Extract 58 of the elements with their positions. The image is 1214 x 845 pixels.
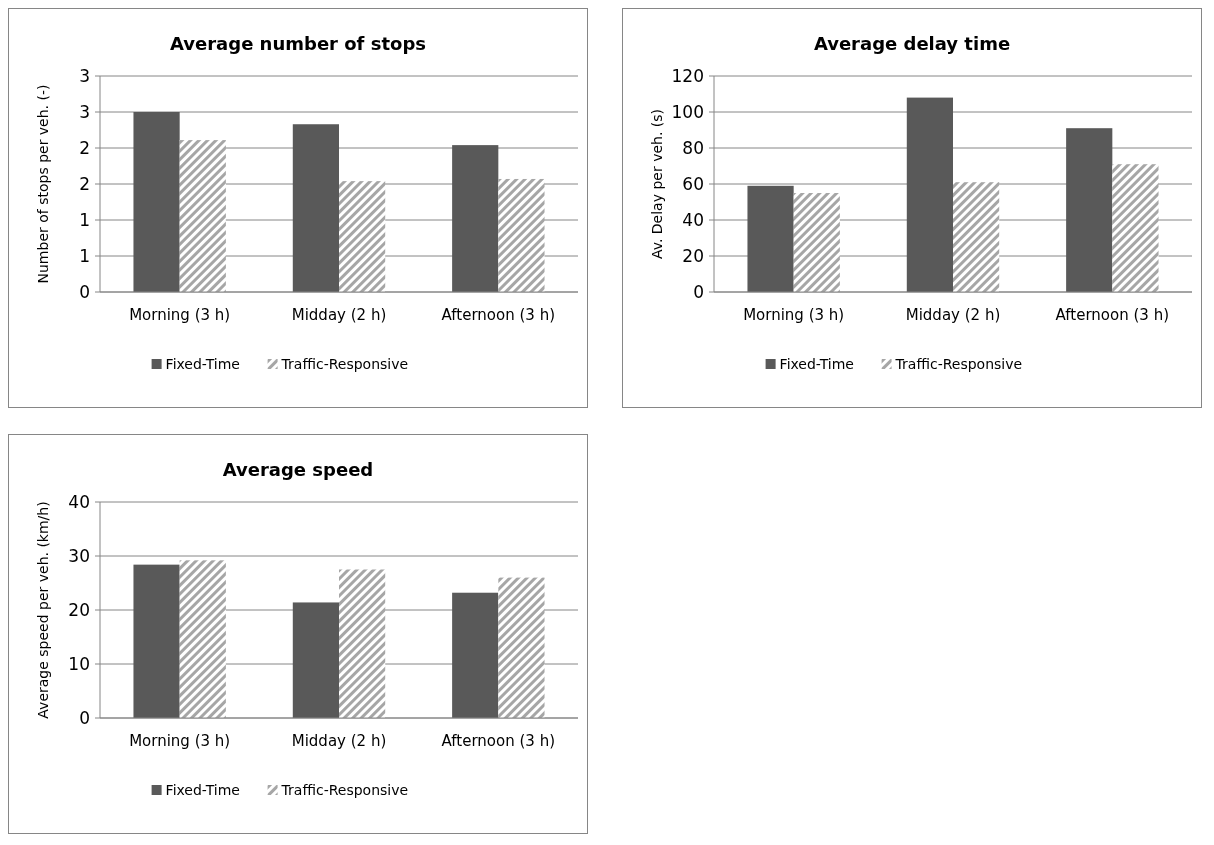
- y-tick-label: 1: [79, 209, 90, 230]
- y-axis-title: Average speed per veh. (km/h): [35, 501, 51, 719]
- y-axis-title: Av. Delay per veh. (s): [649, 108, 665, 260]
- legend-label: Traffic-Responsive: [280, 355, 409, 372]
- x-tick-label: Morning (3 h): [743, 306, 845, 324]
- bar: [179, 140, 226, 292]
- bar: [179, 560, 226, 718]
- y-tick-label: 1: [79, 245, 90, 266]
- y-tick-label: 40: [682, 209, 704, 230]
- chart-title: Average speed: [222, 459, 374, 480]
- legend-label: Fixed-Time: [165, 355, 240, 372]
- bar: [292, 124, 339, 292]
- bar: [1066, 128, 1113, 292]
- x-tick-label: Midday (2 h): [291, 732, 387, 750]
- y-tick-label: 40: [68, 491, 90, 512]
- y-tick-label: 0: [79, 707, 90, 728]
- bar: [339, 181, 386, 292]
- x-tick-label: Afternoon (3 h): [441, 732, 556, 750]
- legend-label: Fixed-Time: [165, 781, 240, 798]
- y-tick-label: 10: [68, 653, 90, 674]
- y-tick-label: 120: [671, 65, 704, 86]
- y-tick-label: 3: [79, 101, 90, 122]
- bar: [292, 602, 339, 718]
- bar: [452, 592, 499, 718]
- bar: [452, 145, 499, 292]
- y-tick-label: 2: [79, 137, 90, 158]
- y-axis-title: Number of stops per veh. (-): [35, 84, 51, 284]
- legend-label: Traffic-Responsive: [280, 781, 409, 798]
- bar: [339, 569, 386, 718]
- y-tick-label: 60: [682, 173, 704, 194]
- x-tick-label: Midday (2 h): [291, 306, 387, 324]
- chart-title: Average delay time: [813, 33, 1011, 54]
- bar: [133, 112, 180, 292]
- y-tick-label: 100: [671, 101, 704, 122]
- y-tick-label: 3: [79, 65, 90, 86]
- x-tick-label: Afternoon (3 h): [1055, 306, 1170, 324]
- bar: [1112, 164, 1159, 292]
- chart-title: Average number of stops: [170, 33, 426, 54]
- bar: [747, 185, 794, 292]
- y-tick-label: 0: [79, 281, 90, 302]
- y-tick-label: 80: [682, 137, 704, 158]
- bar: [133, 564, 180, 718]
- y-tick-label: 20: [68, 599, 90, 620]
- x-tick-label: Afternoon (3 h): [441, 306, 556, 324]
- bar: [906, 97, 953, 292]
- legend-label: Fixed-Time: [779, 355, 854, 372]
- y-tick-label: 2: [79, 173, 90, 194]
- y-tick-label: 20: [682, 245, 704, 266]
- y-tick-label: 0: [693, 281, 704, 302]
- bar: [498, 178, 545, 292]
- x-tick-label: Morning (3 h): [129, 732, 231, 750]
- bar: [498, 577, 545, 718]
- bar: [953, 182, 1000, 292]
- y-tick-label: 30: [68, 545, 90, 566]
- bar: [793, 193, 840, 292]
- legend-label: Traffic-Responsive: [894, 355, 1023, 372]
- x-tick-label: Morning (3 h): [129, 306, 231, 324]
- x-tick-label: Midday (2 h): [905, 306, 1001, 324]
